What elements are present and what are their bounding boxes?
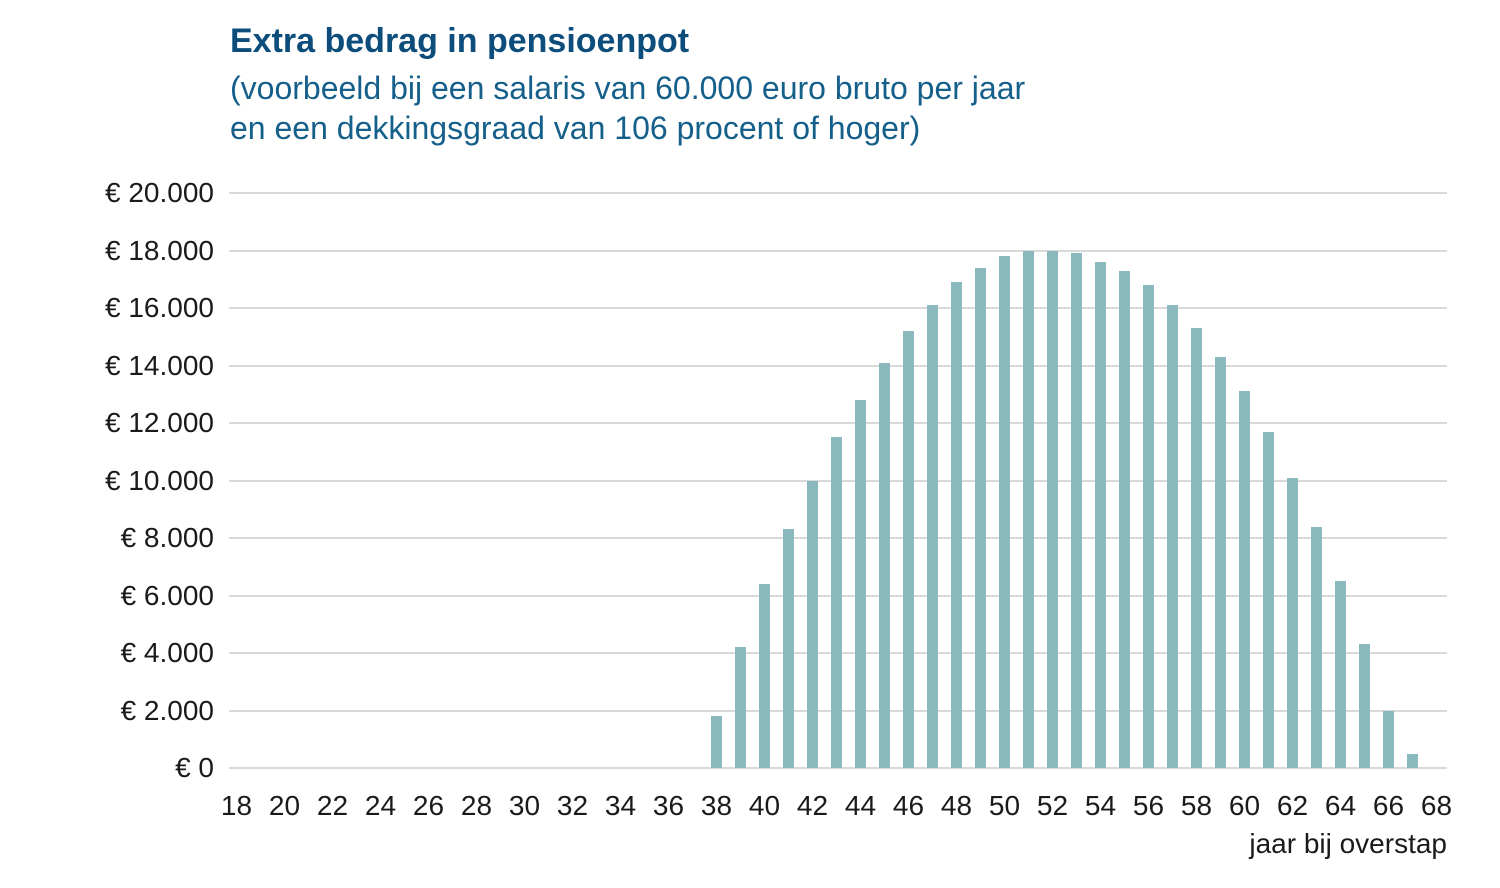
- gridline-12000: [229, 422, 1447, 424]
- bar-age-50: [999, 256, 1010, 768]
- x-tick-label-62: 62: [1276, 790, 1309, 821]
- bar-age-49: [975, 267, 986, 768]
- x-tick-label-20: 20: [268, 790, 301, 821]
- x-tick-label-66: 66: [1372, 790, 1405, 821]
- chart-header: Extra bedrag in pensioenpot (voorbeeld b…: [230, 22, 1025, 148]
- y-tick-label-18000: € 18.000: [105, 234, 214, 266]
- y-tick-label-10000: € 10.000: [105, 464, 214, 496]
- x-tick-label-28: 28: [460, 790, 493, 821]
- bar-age-58: [1191, 328, 1202, 768]
- bar-age-67: [1407, 753, 1418, 768]
- x-tick-label-38: 38: [700, 790, 733, 821]
- bar-age-39: [735, 647, 746, 768]
- bar-age-51: [1023, 250, 1034, 768]
- bar-age-38: [711, 716, 722, 768]
- x-tick-label-24: 24: [364, 790, 397, 821]
- bar-age-64: [1335, 581, 1346, 768]
- gridline-20000: [229, 192, 1447, 194]
- x-tick-label-26: 26: [412, 790, 445, 821]
- y-tick-label-0: € 0: [175, 752, 214, 783]
- y-tick-label-12000: € 12.000: [105, 407, 214, 438]
- y-tick-label-8000: € 8.000: [120, 522, 214, 553]
- bar-age-47: [927, 305, 938, 768]
- bar-age-45: [879, 362, 890, 768]
- bar-age-46: [903, 331, 914, 768]
- chart-subtitle-line1: (voorbeeld bij een salaris van 60.000 eu…: [230, 70, 1026, 106]
- x-tick-label-54: 54: [1084, 790, 1117, 821]
- bar-age-40: [759, 584, 770, 768]
- bar-age-63: [1311, 526, 1322, 768]
- bar-age-54: [1095, 262, 1106, 768]
- bar-age-57: [1167, 305, 1178, 768]
- chart-title: Extra bedrag in pensioenpot: [230, 22, 690, 60]
- bar-age-65: [1359, 644, 1370, 768]
- x-tick-label-64: 64: [1324, 790, 1357, 821]
- y-tick-label-2000: € 2.000: [120, 694, 214, 726]
- gridline-16000: [229, 307, 1447, 309]
- gridline-0: [229, 767, 1447, 769]
- x-tick-label-42: 42: [796, 790, 829, 821]
- x-tick-label-46: 46: [892, 790, 925, 821]
- chart-subtitle-line2: en een dekkingsgraad van 106 procent of …: [230, 110, 921, 146]
- bar-age-60: [1239, 391, 1250, 768]
- bar-age-59: [1215, 356, 1226, 768]
- gridline-14000: [229, 364, 1447, 367]
- x-tick-label-50: 50: [988, 790, 1021, 821]
- x-tick-label-56: 56: [1132, 790, 1165, 821]
- bar-age-44: [855, 400, 866, 768]
- x-tick-label-30: 30: [508, 790, 541, 821]
- bar-age-53: [1071, 253, 1082, 768]
- x-tick-label-34: 34: [604, 790, 637, 821]
- bar-age-52: [1047, 250, 1058, 768]
- x-tick-label-52: 52: [1036, 790, 1069, 821]
- x-axis-title: jaar bij overstap: [1249, 828, 1447, 859]
- x-tick-label-68: 68: [1420, 790, 1453, 821]
- gridline-18000: [229, 249, 1447, 252]
- chart-subtitle: (voorbeeld bij een salaris van 60.000 eu…: [230, 68, 1025, 148]
- x-tick-label-22: 22: [316, 790, 349, 821]
- bar-age-42: [807, 480, 818, 768]
- bar-age-55: [1119, 270, 1130, 768]
- y-tick-label-4000: € 4.000: [120, 637, 214, 668]
- x-tick-label-60: 60: [1228, 790, 1261, 821]
- y-tick-label-6000: € 6.000: [120, 579, 214, 611]
- bar-age-41: [783, 529, 794, 768]
- y-tick-label-20000: € 20.000: [105, 177, 214, 208]
- bar-age-66: [1383, 710, 1394, 768]
- plot-area: [229, 192, 1447, 769]
- bar-age-61: [1263, 431, 1274, 768]
- bar-age-56: [1143, 285, 1154, 768]
- x-tick-label-58: 58: [1180, 790, 1213, 821]
- x-tick-label-40: 40: [748, 790, 781, 821]
- bar-age-43: [831, 437, 842, 768]
- x-tick-label-32: 32: [556, 790, 589, 821]
- bar-age-48: [951, 282, 962, 768]
- y-tick-label-14000: € 14.000: [105, 349, 214, 381]
- bar-age-62: [1287, 477, 1298, 768]
- x-tick-label-44: 44: [844, 790, 877, 821]
- y-tick-label-16000: € 16.000: [105, 292, 214, 323]
- x-tick-label-36: 36: [652, 790, 685, 821]
- x-tick-label-48: 48: [940, 790, 973, 821]
- x-tick-label-18: 18: [220, 790, 253, 821]
